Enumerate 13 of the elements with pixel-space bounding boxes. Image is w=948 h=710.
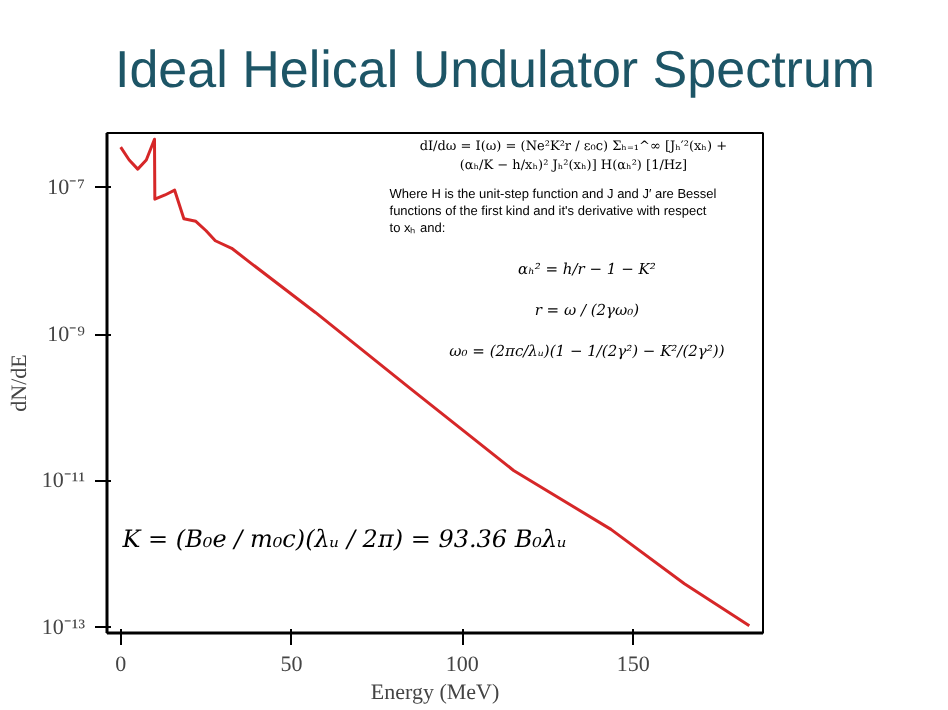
x-tick-label: 50 <box>280 653 304 677</box>
x-tick-label: 0 <box>115 653 128 677</box>
y-axis-title: dN/dE <box>7 353 32 412</box>
y-tick-label: 10⁻⁹ <box>47 322 86 347</box>
x-tick-label: 100 <box>445 653 480 677</box>
y-tick-label: 10⁻¹³ <box>41 615 87 640</box>
x-axis-title: Energy (MeV) <box>370 681 500 705</box>
x-tick-label: 150 <box>616 653 651 677</box>
annotation: K = (B₀e / m₀c)(λᵤ / 2π) = 93.36 B₀λᵤ <box>120 524 568 553</box>
y-tick-label: 10⁻¹¹ <box>41 469 86 494</box>
chart-title: Ideal Helical Undulator Spectrum <box>115 39 876 99</box>
y-tick-label: 10⁻⁷ <box>47 175 86 200</box>
line-series <box>119 137 751 628</box>
